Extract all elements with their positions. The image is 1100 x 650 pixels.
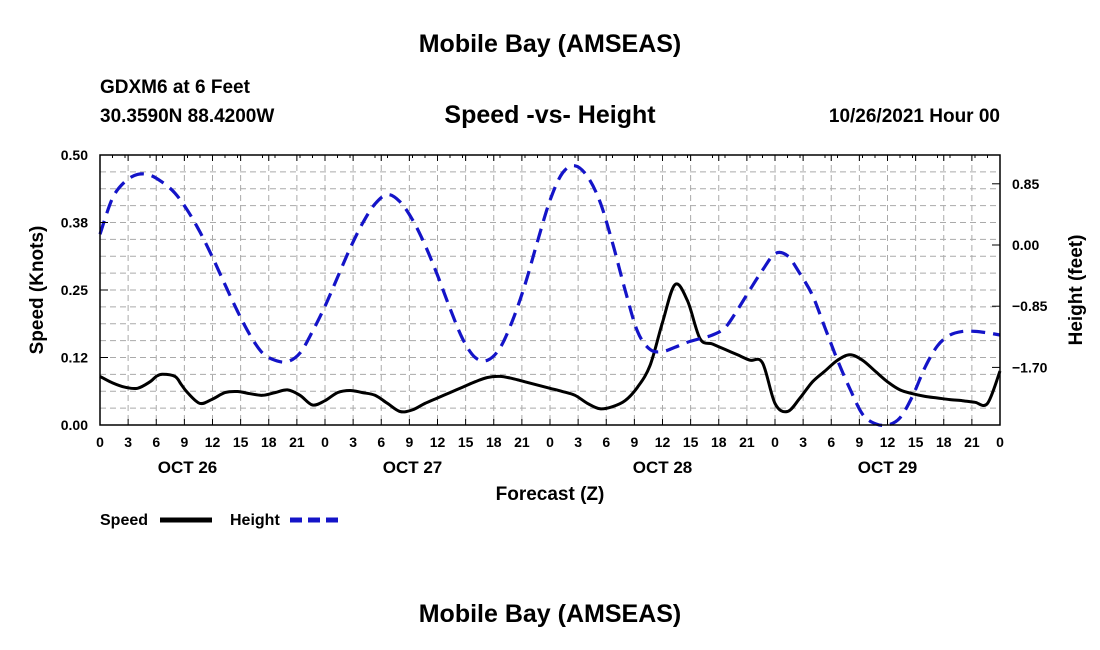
series-layer (98, 164, 1002, 428)
y2-axis-label: Height (feet) (1066, 235, 1087, 346)
x-tick-label: 9 (855, 434, 863, 450)
x-tick-label: 9 (405, 434, 413, 450)
y-tick-label: 0.38 (61, 215, 88, 231)
x-tick-label: 21 (514, 434, 530, 450)
y-tick-label: 0.00 (61, 417, 88, 433)
day-label: OCT 28 (633, 458, 693, 477)
series-line-height (98, 164, 1001, 428)
day-label: OCT 29 (858, 458, 918, 477)
x-tick-label: 9 (630, 434, 638, 450)
x-tick-label: 0 (321, 434, 329, 450)
axes (99, 154, 1001, 426)
y2-tick-label: 0.85 (1012, 176, 1039, 192)
x-tick-label: 21 (739, 434, 755, 450)
x-tick-label: 18 (486, 434, 502, 450)
footer-title: Mobile Bay (AMSEAS) (418, 600, 682, 628)
coordinates-label: 30.3590N 88.4200W (100, 106, 275, 127)
x-tick-label: 15 (458, 434, 474, 450)
chart-subtitle: Speed -vs- Height (444, 101, 656, 129)
x-tick-label: 18 (711, 434, 727, 450)
x-tick-label: 15 (908, 434, 924, 450)
grid (100, 155, 1000, 425)
x-tick-label: 12 (430, 434, 446, 450)
x-tick-label: 12 (655, 434, 671, 450)
x-tick-label: 18 (936, 434, 952, 450)
x-tick-label: 21 (964, 434, 980, 450)
x-tick-label: 21 (289, 434, 305, 450)
y-axis-label: Speed (Knots) (27, 226, 48, 355)
y-tick-label: 0.12 (61, 350, 88, 366)
x-tick-label: 15 (683, 434, 699, 450)
x-tick-label: 6 (602, 434, 610, 450)
plot-frame (99, 154, 1001, 426)
y2-tick-label: −1.70 (1012, 359, 1048, 375)
y-tick-label: 0.25 (61, 282, 88, 298)
x-tick-label: 9 (180, 434, 188, 450)
legend: Speed Height (100, 512, 342, 529)
day-label: OCT 27 (383, 458, 443, 477)
x-tick-label: 3 (124, 434, 132, 450)
x-tick-label: 12 (205, 434, 221, 450)
x-tick-label: 3 (574, 434, 582, 450)
x-tick-label: 6 (827, 434, 835, 450)
y-tick-label: 0.50 (61, 147, 88, 163)
x-axis-label: Forecast (Z) (496, 484, 605, 505)
x-tick-label: 6 (377, 434, 385, 450)
x-tick-label: 3 (799, 434, 807, 450)
forecast-datetime: 10/26/2021 Hour 00 (828, 106, 1000, 127)
legend-label-height: Height (230, 512, 280, 529)
x-tick-label: 3 (349, 434, 357, 450)
labels: Forecast (Z) Speed (Knots) Height (feet)… (27, 147, 1087, 505)
x-tick-label: 0 (771, 434, 779, 450)
day-label: OCT 26 (158, 458, 218, 477)
x-tick-label: 6 (152, 434, 160, 450)
x-tick-label: 18 (261, 434, 277, 450)
chart-title: Mobile Bay (AMSEAS) (418, 30, 682, 58)
x-tick-label: 0 (546, 434, 554, 450)
x-tick-label: 0 (996, 434, 1004, 450)
station-label: GDXM6 at 6 Feet (100, 77, 250, 98)
x-tick-label: 15 (233, 434, 249, 450)
x-tick-label: 0 (96, 434, 104, 450)
y2-tick-label: 0.00 (1012, 237, 1039, 253)
legend-label-speed: Speed (100, 512, 148, 529)
y2-tick-label: −0.85 (1012, 298, 1048, 314)
series-line-speed (99, 282, 1002, 414)
x-tick-label: 12 (880, 434, 896, 450)
